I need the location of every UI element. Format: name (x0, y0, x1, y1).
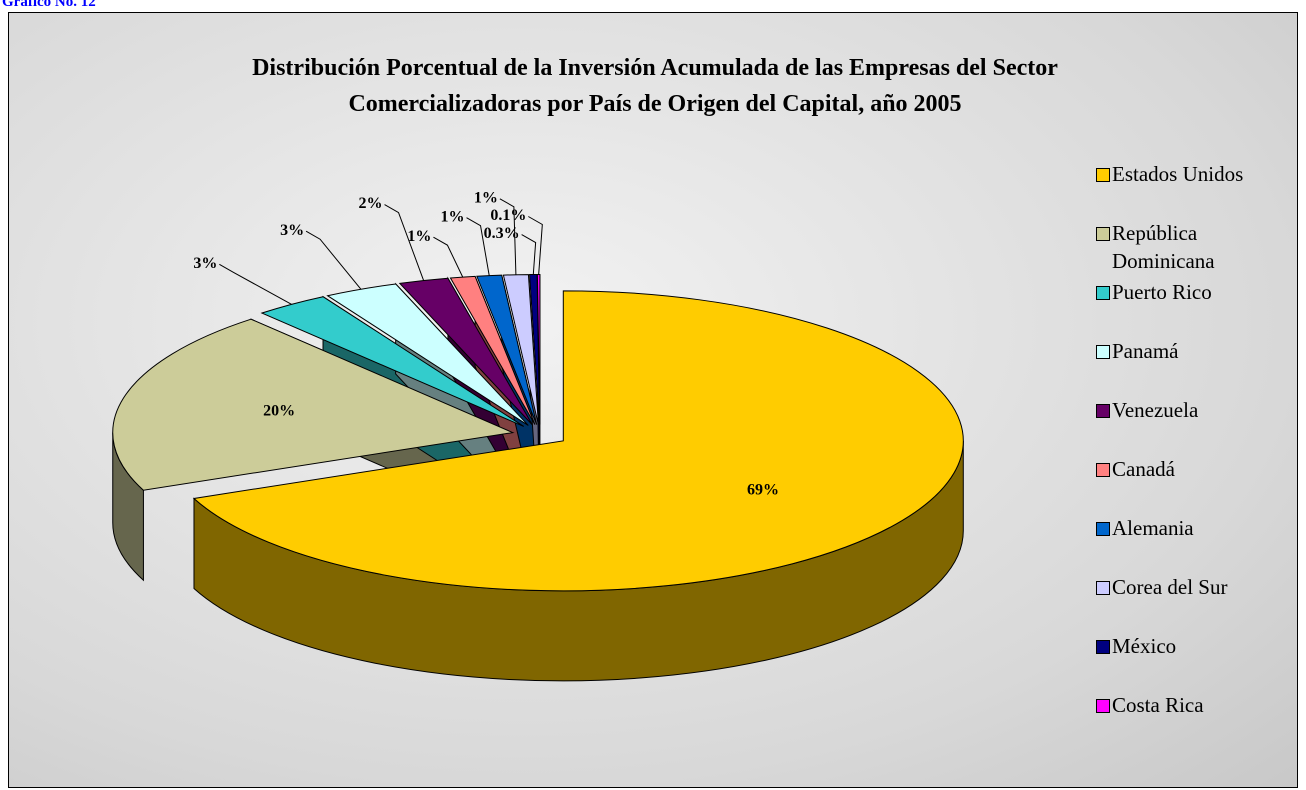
legend-swatch (1096, 522, 1110, 536)
data-label: 0.3% (484, 225, 520, 242)
slice (260, 296, 525, 427)
leader-line (466, 217, 490, 276)
slice (112, 318, 515, 491)
legend-swatch (1096, 345, 1110, 359)
legend-item: México (1096, 632, 1296, 691)
data-label: 3% (280, 222, 304, 239)
legend-item: Costa Rica (1096, 691, 1296, 750)
slice (192, 290, 964, 592)
data-label: 1% (474, 189, 498, 206)
legend-item: Puerto Rico (1096, 278, 1296, 337)
data-label: 69% (747, 481, 779, 498)
leader-line (305, 230, 362, 290)
leader-line (521, 234, 537, 275)
caption: Gráfico No. 12 (2, 0, 96, 10)
legend-label: Canadá (1112, 457, 1175, 481)
legend-label: Corea del Sur (1112, 575, 1228, 599)
legend-item: Canadá (1096, 455, 1296, 514)
legend-label: Costa Rica (1112, 693, 1204, 717)
leader-line (384, 204, 425, 281)
data-label: 0.1% (490, 207, 526, 224)
legend-label: Estados Unidos (1112, 162, 1244, 186)
legend: Estados Unidos República Dominicana Puerto… (1096, 160, 1296, 750)
data-label: 1% (407, 228, 431, 245)
leader-line (219, 263, 292, 305)
legend-item: Estados Unidos (1096, 160, 1296, 219)
data-label: 3% (193, 255, 217, 272)
legend-swatch (1096, 227, 1110, 241)
legend-item: Panamá (1096, 337, 1296, 396)
leader-line (499, 198, 517, 275)
legend-swatch (1096, 699, 1110, 713)
legend-item: Venezuela (1096, 396, 1296, 455)
slice (502, 274, 539, 425)
legend-item: Corea del Sur (1096, 573, 1296, 632)
legend-label: Alemania (1112, 516, 1194, 540)
data-label: 20% (263, 403, 295, 420)
chart-title: Distribución Porcentual de la Inversión … (252, 55, 1058, 117)
legend-label: Puerto Rico (1112, 280, 1212, 304)
legend-label: República Dominicana (1112, 221, 1215, 273)
legend-item: República Dominicana (1096, 219, 1296, 278)
legend-swatch (1096, 463, 1110, 477)
legend-swatch (1096, 286, 1110, 300)
leader-line (528, 216, 543, 275)
data-label: 1% (441, 208, 465, 225)
legend-label: Venezuela (1112, 398, 1199, 422)
leader-line (433, 236, 464, 278)
legend-swatch (1096, 404, 1110, 418)
data-label: 2% (359, 195, 383, 212)
legend-swatch (1096, 581, 1110, 595)
legend-swatch (1096, 640, 1110, 654)
legend-item: Alemania (1096, 514, 1296, 573)
legend-label: México (1112, 634, 1177, 658)
slice (326, 283, 529, 426)
legend-swatch (1096, 168, 1110, 182)
legend-label: Panamá (1112, 339, 1179, 363)
